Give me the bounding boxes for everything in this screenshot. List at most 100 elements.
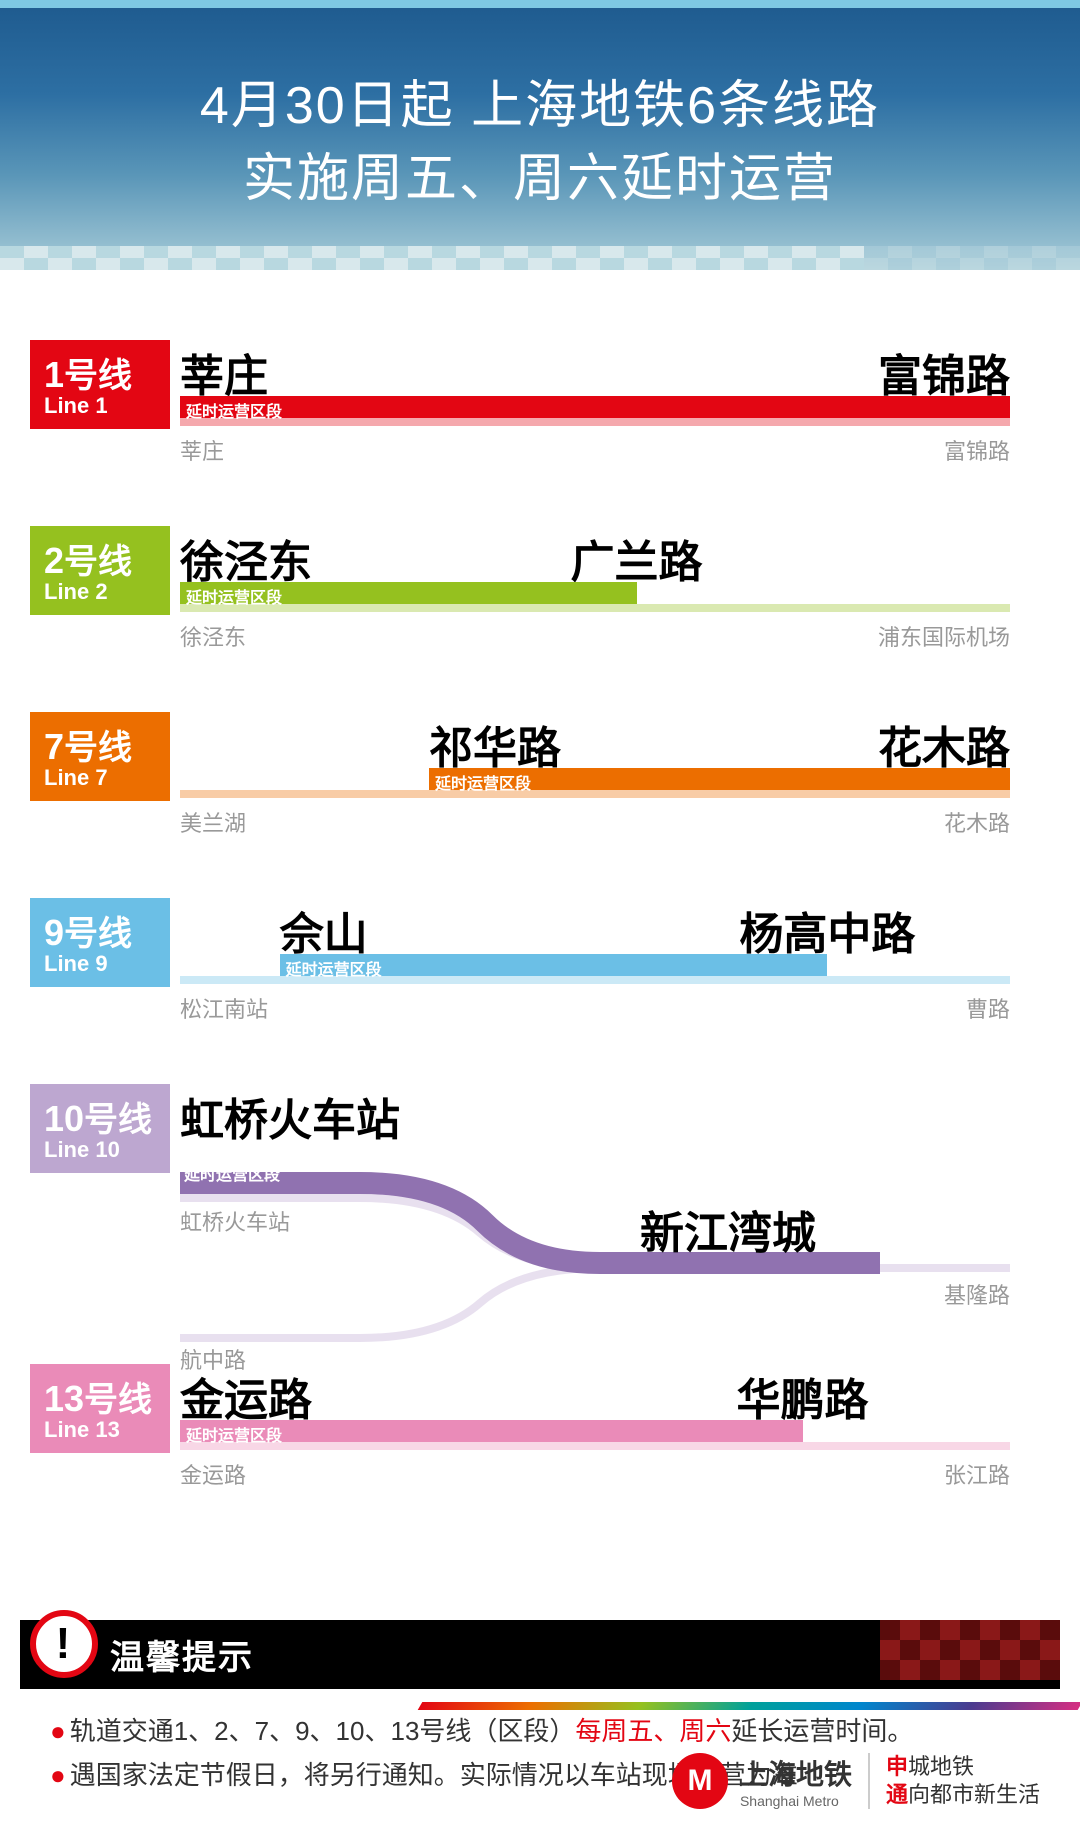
line-number: 7 bbox=[44, 726, 64, 767]
station-sublabel: 曹路 bbox=[966, 992, 1010, 1024]
header: 4月30日起 上海地铁6条线路 实施周五、周六延时运营 bbox=[0, 0, 1080, 270]
ext-label: 延时运营区段 bbox=[429, 768, 537, 796]
branch-diagram: 延时运营区段 虹桥火车站 新江湾城 基隆路 航中路 bbox=[180, 1148, 1010, 1388]
bullet-icon: ● bbox=[50, 1716, 66, 1746]
metro-logo-icon: M bbox=[672, 1753, 728, 1809]
line-cn: 号线 bbox=[64, 729, 132, 767]
line-en: Line 10 bbox=[44, 1137, 158, 1163]
line-cn: 号线 bbox=[84, 1101, 152, 1139]
full-route-bar bbox=[180, 604, 1010, 612]
line-bar: 延时运营区段 bbox=[180, 954, 1010, 984]
station-sublabel: 基隆路 bbox=[944, 1283, 1010, 1308]
ext-label: 延时运营区段 bbox=[180, 1420, 288, 1448]
line-bar: 延时运营区段 bbox=[180, 582, 1010, 612]
footer-color-stripe bbox=[418, 1702, 1080, 1710]
line-number: 13 bbox=[44, 1378, 84, 1419]
line-number: 9 bbox=[44, 912, 64, 953]
extended-segment-bar bbox=[180, 396, 1010, 418]
stations-bottom: 美兰湖 花木路 bbox=[180, 804, 1010, 838]
line-en: Line 2 bbox=[44, 579, 158, 605]
logo-en: Shanghai Metro bbox=[740, 1793, 852, 1809]
station-sublabel: 张江路 bbox=[944, 1458, 1010, 1490]
line-badge: 9号线Line 9 bbox=[30, 898, 170, 987]
stations-bottom: 徐泾东 浦东国际机场 bbox=[180, 618, 1010, 652]
footer-logo-area: M 上海地铁 Shanghai Metro 申城地铁 通向都市新生活 bbox=[672, 1753, 1040, 1810]
full-route-bar bbox=[180, 790, 1010, 798]
logo-cn: 上海地铁 bbox=[740, 1753, 852, 1793]
line-number: 1 bbox=[44, 354, 64, 395]
stations-top: 金运路华鹏路 bbox=[180, 1364, 1010, 1420]
station-label: 广兰路 bbox=[571, 526, 703, 590]
station-label: 虹桥火车站 bbox=[180, 1084, 1010, 1148]
line-content: 莘庄富锦路延时运营区段莘庄富锦路 bbox=[180, 340, 1010, 466]
station-sublabel: 虹桥火车站 bbox=[180, 1210, 290, 1235]
notice-title: 温馨提示 bbox=[110, 1639, 254, 1677]
line-badge: 1号线Line 1 bbox=[30, 340, 170, 429]
station-sublabel: 富锦路 bbox=[944, 434, 1010, 466]
station-sublabel: 松江南站 bbox=[180, 992, 268, 1024]
stations-top: 徐泾东广兰路 bbox=[180, 526, 1010, 582]
stations-bottom: 莘庄 富锦路 bbox=[180, 432, 1010, 466]
station-label: 莘庄 bbox=[180, 340, 268, 404]
title-line-1: 4月30日起 上海地铁6条线路 bbox=[0, 70, 1080, 143]
header-title: 4月30日起 上海地铁6条线路 实施周五、周六延时运营 bbox=[0, 0, 1080, 216]
line-cn: 号线 bbox=[64, 915, 132, 953]
slogan: 申城地铁 通向都市新生活 bbox=[886, 1753, 1040, 1810]
line-badge: 2号线Line 2 bbox=[30, 526, 170, 615]
alert-icon: ! bbox=[30, 1610, 98, 1678]
ext-label: 延时运营区段 bbox=[180, 396, 288, 424]
line-row: 7号线Line 7祁华路花木路延时运营区段美兰湖花木路 bbox=[30, 712, 1030, 838]
line-en: Line 13 bbox=[44, 1417, 158, 1443]
notice-line-1: ●轨道交通1、2、7、9、10、13号线（区段）每周五、周六延长运营时间。 bbox=[50, 1709, 1030, 1753]
station-sublabel: 花木路 bbox=[944, 806, 1010, 838]
line-number: 10 bbox=[44, 1098, 84, 1139]
ext-label: 延时运营区段 bbox=[280, 954, 388, 982]
line-content: 徐泾东广兰路延时运营区段徐泾东浦东国际机场 bbox=[180, 526, 1010, 652]
station-sublabel: 莘庄 bbox=[180, 434, 224, 466]
notice-header: ! 温馨提示 bbox=[20, 1620, 1060, 1689]
infographic-container: 4月30日起 上海地铁6条线路 实施周五、周六延时运营 1号线Line 1莘庄富… bbox=[0, 0, 1080, 1840]
header-accent bbox=[0, 0, 1080, 8]
line-cn: 号线 bbox=[64, 543, 132, 581]
line-en: Line 9 bbox=[44, 951, 158, 977]
line-bar: 延时运营区段 bbox=[180, 768, 1010, 798]
station-sublabel: 美兰湖 bbox=[180, 806, 246, 838]
station-label: 徐泾东 bbox=[180, 526, 312, 590]
title-line-2: 实施周五、周六延时运营 bbox=[0, 143, 1080, 216]
station-label: 富锦路 bbox=[878, 340, 1010, 404]
header-checker-pattern bbox=[0, 246, 1080, 270]
line-badge: 13号线Line 13 bbox=[30, 1364, 170, 1453]
line-cn: 号线 bbox=[64, 357, 132, 395]
stations-bottom: 金运路 张江路 bbox=[180, 1456, 1010, 1490]
station-label: 金运路 bbox=[180, 1364, 312, 1428]
station-sublabel: 金运路 bbox=[180, 1458, 246, 1490]
line-content: 佘山杨高中路延时运营区段松江南站曹路 bbox=[180, 898, 1010, 1024]
stations-top: 祁华路花木路 bbox=[180, 712, 1010, 768]
line-en: Line 1 bbox=[44, 393, 158, 419]
ext-label: 延时运营区段 bbox=[180, 582, 288, 610]
line-row: 9号线Line 9佘山杨高中路延时运营区段松江南站曹路 bbox=[30, 898, 1030, 1024]
metro-lines-list: 1号线Line 1莘庄富锦路延时运营区段莘庄富锦路2号线Line 2徐泾东广兰路… bbox=[0, 270, 1080, 1580]
full-route-bar bbox=[180, 1442, 1010, 1450]
line-row: 2号线Line 2徐泾东广兰路延时运营区段徐泾东浦东国际机场 bbox=[30, 526, 1030, 652]
stations-bottom: 松江南站 曹路 bbox=[180, 990, 1010, 1024]
line-badge: 10号线Line 10 bbox=[30, 1084, 170, 1173]
line-content: 金运路华鹏路延时运营区段金运路张江路 bbox=[180, 1364, 1010, 1490]
station-label: 新江湾城 bbox=[640, 1208, 816, 1258]
station-label: 佘山 bbox=[280, 898, 368, 962]
line-number: 2 bbox=[44, 540, 64, 581]
line-content: 祁华路花木路延时运营区段美兰湖 花木路 bbox=[180, 712, 1010, 838]
line-bar: 延时运营区段 bbox=[180, 1420, 1010, 1450]
line-badge: 7号线Line 7 bbox=[30, 712, 170, 801]
notice-checker-pattern bbox=[880, 1620, 1060, 1689]
station-label: 祁华路 bbox=[429, 712, 561, 776]
line-row: 10号线Line 10 虹桥火车站 延时运营区段 虹桥火车站 新江湾城 基隆路 … bbox=[30, 1084, 1030, 1324]
divider bbox=[868, 1753, 870, 1809]
station-sublabel: 徐泾东 bbox=[180, 620, 246, 652]
station-label: 华鹏路 bbox=[737, 1364, 869, 1428]
line-en: Line 7 bbox=[44, 765, 158, 791]
station-sublabel: 浦东国际机场 bbox=[878, 620, 1010, 652]
line-bar: 延时运营区段 bbox=[180, 396, 1010, 426]
stations-top: 莘庄富锦路 bbox=[180, 340, 1010, 396]
full-route-bar bbox=[180, 418, 1010, 426]
